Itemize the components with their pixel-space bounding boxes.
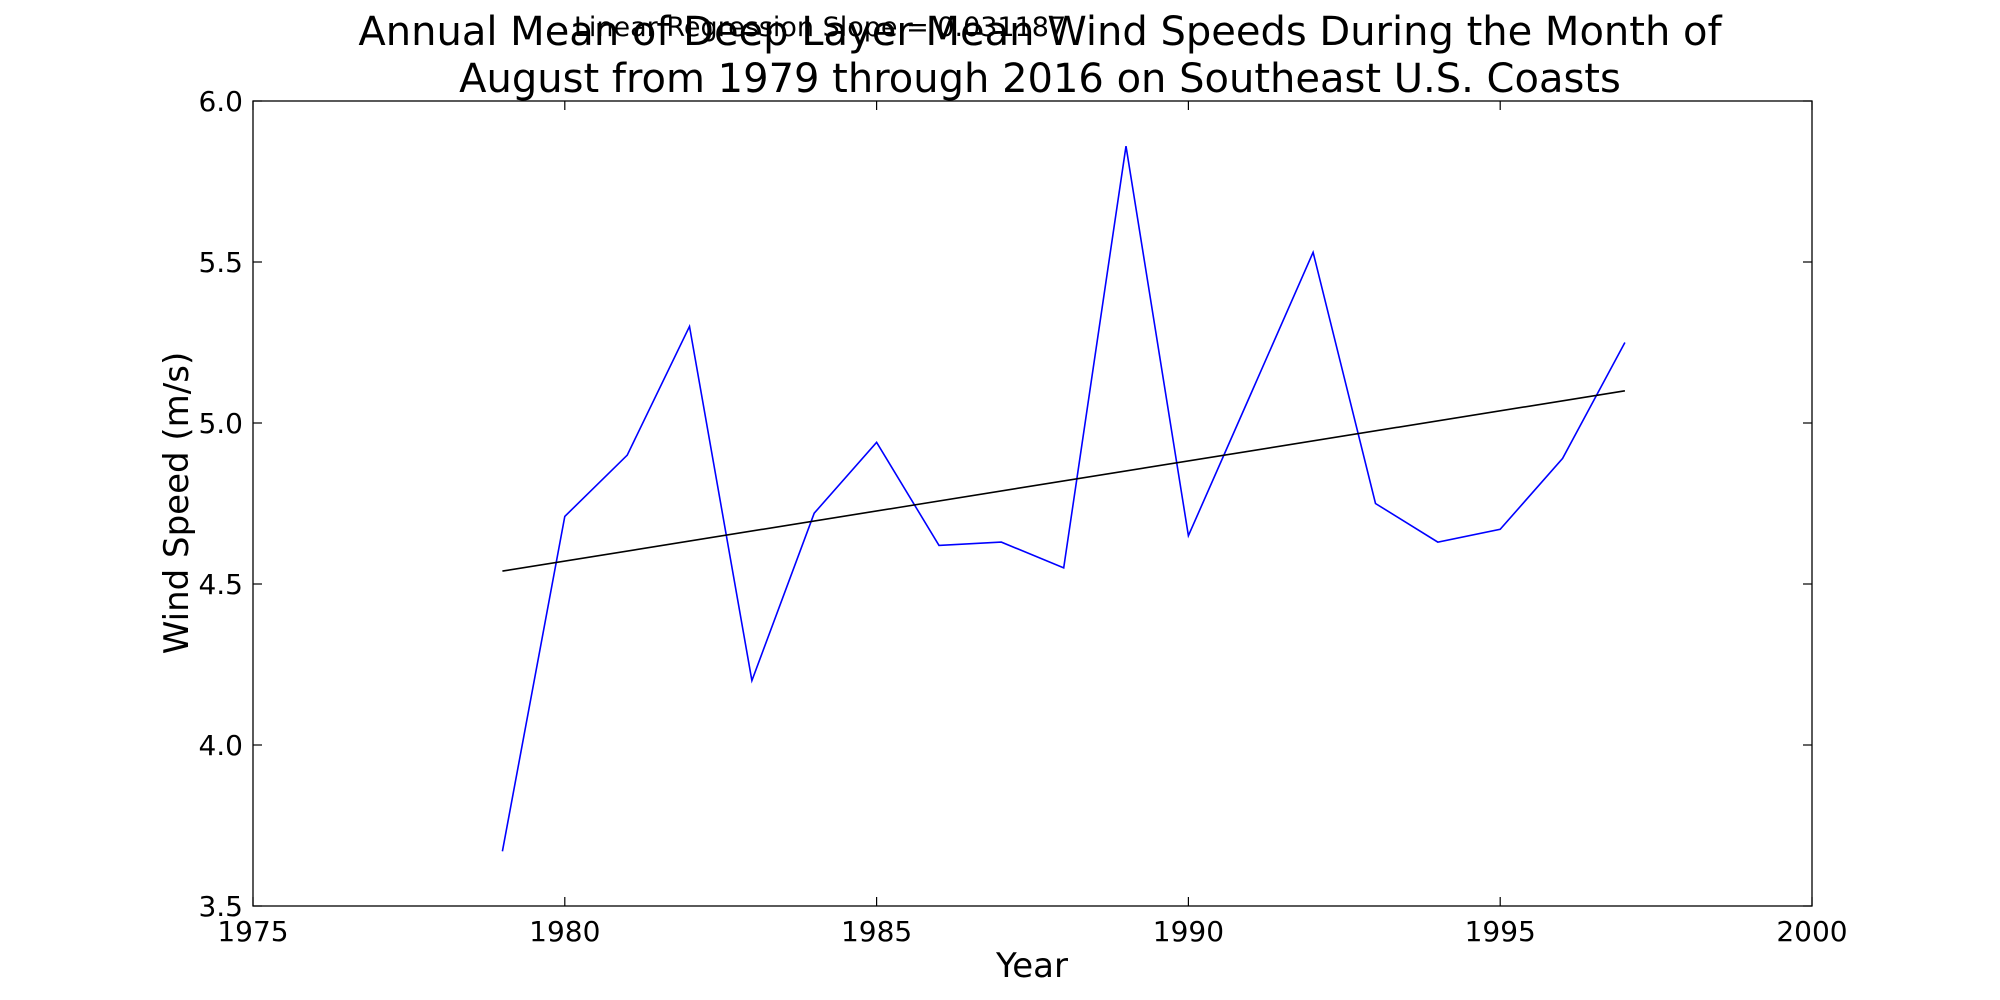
regression-trend-line <box>502 390 1626 572</box>
x-tick-label: 1985 <box>841 915 912 948</box>
x-axis-label: Year <box>995 946 1068 986</box>
x-tick-label: 1995 <box>1465 915 1536 948</box>
chart-title-line2: August from 1979 through 2016 on Southea… <box>459 56 1621 102</box>
y-tick-label: 5.5 <box>198 246 243 279</box>
y-tick-label: 6.0 <box>198 85 243 118</box>
x-tick-label: 1980 <box>529 915 600 948</box>
plot-area <box>252 100 1813 907</box>
x-tick-label: 1990 <box>1153 915 1224 948</box>
x-tick-label: 1975 <box>217 915 288 948</box>
y-axis-label: Wind Speed (m/s) <box>157 352 197 654</box>
y-tick-label: 4.0 <box>198 729 243 762</box>
chart-title-line1: Annual Mean of Deep Layer Mean Wind Spee… <box>358 9 1722 55</box>
wind-speed-series-line <box>501 145 1626 852</box>
y-tick-label: 3.5 <box>198 890 243 923</box>
x-tick-label: 2000 <box>1776 915 1847 948</box>
y-tick-label: 4.5 <box>198 568 243 601</box>
y-tick-label: 5.0 <box>198 407 243 440</box>
regression-annotation: Linear Regression Slope = 0.031187 <box>574 12 1066 43</box>
